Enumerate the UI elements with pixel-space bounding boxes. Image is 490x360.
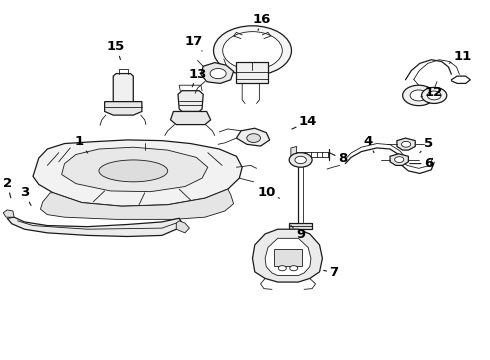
Text: 11: 11 (449, 50, 472, 63)
Ellipse shape (99, 160, 168, 182)
Polygon shape (252, 229, 322, 282)
Polygon shape (178, 91, 203, 112)
Text: 14: 14 (292, 115, 317, 129)
Polygon shape (171, 112, 211, 125)
Polygon shape (33, 140, 242, 206)
Circle shape (427, 91, 441, 100)
Polygon shape (274, 249, 302, 266)
Polygon shape (397, 138, 415, 150)
Text: 15: 15 (107, 40, 125, 59)
Polygon shape (3, 210, 14, 217)
Polygon shape (105, 102, 142, 115)
Circle shape (247, 134, 261, 143)
Text: 2: 2 (2, 177, 12, 198)
Circle shape (295, 156, 306, 163)
Polygon shape (7, 217, 182, 237)
Polygon shape (289, 223, 312, 229)
Text: 16: 16 (253, 13, 271, 30)
Text: 12: 12 (421, 86, 443, 99)
Polygon shape (390, 154, 408, 165)
Polygon shape (265, 238, 311, 275)
Text: 7: 7 (323, 266, 339, 279)
Circle shape (394, 157, 404, 162)
Polygon shape (176, 221, 190, 233)
Polygon shape (41, 189, 234, 219)
Text: 10: 10 (257, 186, 279, 199)
Circle shape (214, 26, 292, 75)
Circle shape (289, 153, 312, 167)
Polygon shape (237, 62, 268, 84)
Polygon shape (62, 147, 208, 192)
Circle shape (222, 32, 282, 69)
Polygon shape (113, 73, 133, 104)
Text: 6: 6 (410, 157, 433, 170)
Text: 13: 13 (188, 68, 207, 87)
Text: 5: 5 (420, 137, 433, 153)
Circle shape (210, 68, 226, 79)
Circle shape (410, 90, 427, 101)
Polygon shape (201, 63, 234, 84)
Circle shape (403, 85, 435, 105)
Circle shape (278, 266, 286, 271)
Text: 17: 17 (184, 35, 202, 51)
Circle shape (290, 266, 298, 271)
Text: 4: 4 (364, 135, 374, 153)
Polygon shape (237, 128, 270, 146)
Polygon shape (291, 147, 296, 162)
Circle shape (123, 168, 144, 181)
Text: 8: 8 (329, 152, 347, 165)
Circle shape (421, 87, 447, 103)
Text: 1: 1 (74, 135, 88, 153)
Circle shape (401, 141, 411, 147)
Text: 9: 9 (291, 226, 305, 241)
Text: 3: 3 (20, 186, 31, 206)
